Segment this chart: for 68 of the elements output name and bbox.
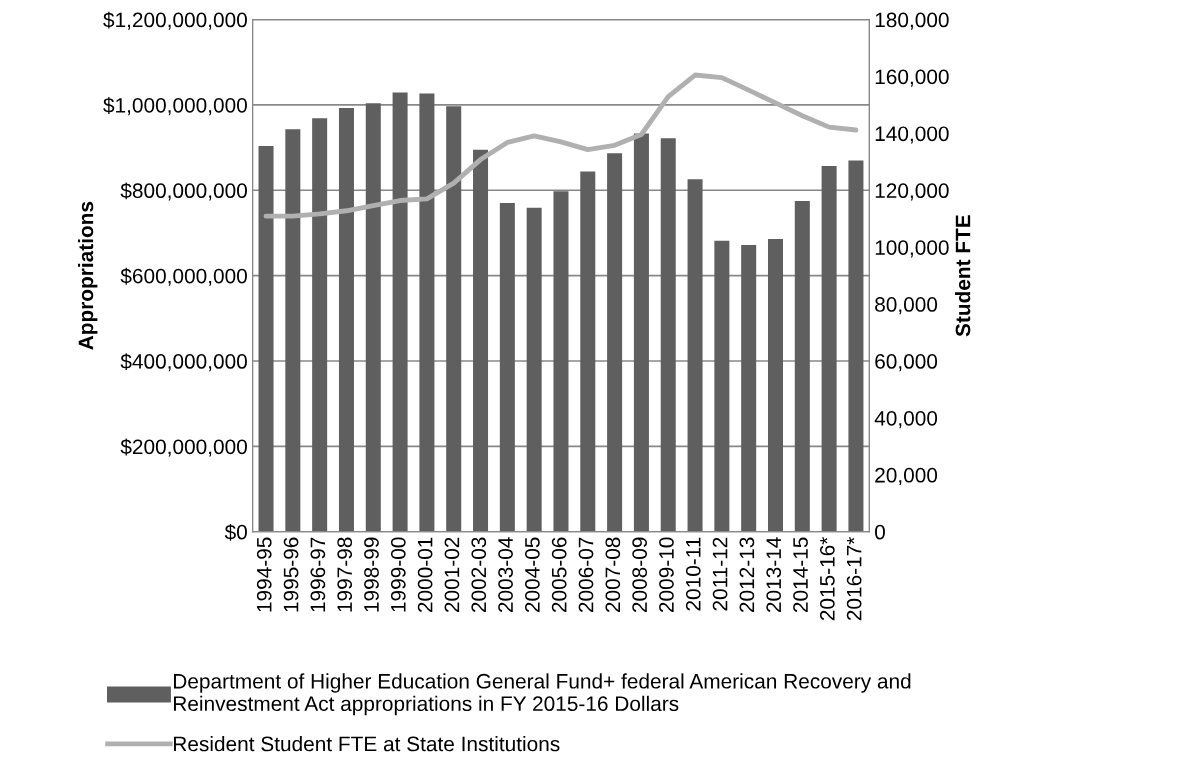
y2-tick-label: 120,000 [875, 183, 949, 201]
bar [660, 138, 676, 532]
y-tick-label: $800,000,000 [120, 182, 247, 201]
bar [714, 240, 730, 532]
bar [258, 145, 274, 532]
bar [419, 93, 435, 532]
bar [741, 244, 757, 532]
line-series [263, 72, 859, 219]
bar [687, 179, 703, 532]
x-tick-label: 2015-16* [819, 536, 835, 621]
x-tick-label: 2014-15 [793, 537, 808, 613]
bar [821, 165, 837, 532]
x-tick-label: 2011-12 [712, 537, 728, 611]
legend-label: Department of Higher Education General Fund+ federal American Recovery and Reinvestment Act appropriations in FY 2015-16 Dollars [173, 673, 911, 716]
y-tick-label: $1,200,000,000 [103, 11, 247, 30]
x-tick-label: 2012-13 [739, 537, 755, 613]
bar [848, 160, 864, 532]
bar [794, 200, 810, 532]
x-tick-label: 1997-98 [337, 537, 353, 612]
x-tick-label: 2005-06 [551, 537, 567, 613]
bar [526, 207, 542, 532]
y2-tick-label: 0 [875, 524, 885, 540]
y2-tick-label: 140,000 [875, 126, 949, 144]
bar [285, 129, 301, 532]
y-tick-label: $200,000,000 [120, 438, 247, 457]
y-axis-title: Appropriations [77, 201, 98, 350]
bar [365, 103, 381, 532]
y2-tick-label: 180,000 [875, 12, 949, 30]
bar [767, 238, 783, 532]
bar [312, 118, 328, 532]
bar [473, 149, 489, 532]
y2-tick-label: 80,000 [875, 297, 938, 315]
bar [338, 107, 354, 532]
y2-axis-title: Student FTE [955, 215, 971, 337]
x-tick-label: 1995-96 [283, 537, 299, 612]
y-tick-label: $1,000,000,000 [103, 97, 247, 116]
x-tick-label: 2007-08 [605, 537, 621, 613]
y-tick-label: $600,000,000 [120, 267, 247, 286]
x-tick-label: 2009-10 [659, 537, 674, 613]
y2-tick-label: 100,000 [875, 240, 949, 258]
bar [607, 153, 623, 532]
x-tick-label: 2006-07 [578, 537, 594, 613]
y2-tick-label: 40,000 [874, 410, 938, 429]
bar [499, 203, 515, 532]
y2-tick-label: 160,000 [875, 69, 949, 87]
x-tick-label: 2016-17* [846, 536, 862, 621]
legend-label: Resident Student FTE at State Institutions [173, 736, 560, 752]
x-tick-label: 2002-03 [471, 537, 487, 613]
x-tick-label: 1996-97 [310, 537, 326, 612]
x-tick-label: 2013-14 [766, 537, 782, 613]
x-tick-label: 2004-05 [525, 537, 540, 613]
y-tick-label: $400,000,000 [120, 353, 247, 372]
y-tick-label: $0 [224, 523, 247, 541]
x-tick-label: 1998-99 [364, 537, 379, 612]
x-tick-label: 2010-11 [685, 537, 701, 611]
x-tick-label: 2008-09 [632, 537, 648, 613]
x-tick-label: 1994-95 [256, 537, 272, 612]
x-tick-label: 2000-01 [417, 537, 433, 613]
y2-tick-label: 60,000 [875, 354, 938, 372]
x-tick-label: 1999-00 [390, 537, 406, 612]
bar [446, 106, 462, 532]
bar [580, 171, 596, 532]
x-tick-label: 2001-02 [444, 537, 460, 613]
bar [633, 133, 649, 532]
bar [392, 92, 408, 532]
x-tick-label: 2003-04 [498, 537, 513, 613]
bar [553, 191, 569, 532]
y2-tick-label: 20,000 [875, 467, 938, 486]
